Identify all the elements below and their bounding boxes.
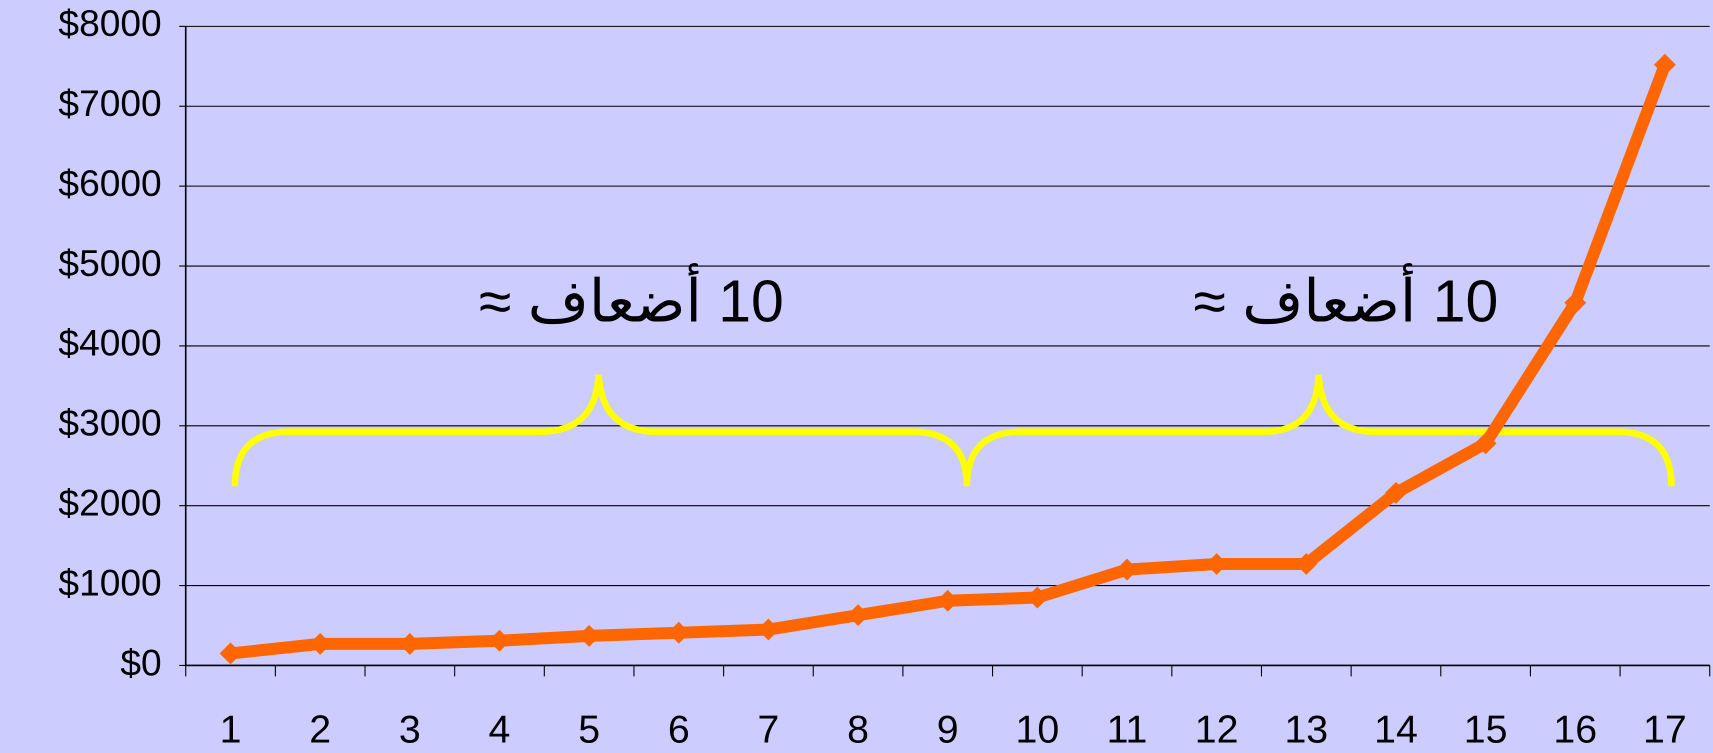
x-tick-label: 6 bbox=[668, 707, 690, 751]
x-tick-label: 14 bbox=[1374, 707, 1418, 751]
data-point bbox=[488, 629, 511, 652]
x-tick-label: 16 bbox=[1553, 707, 1597, 751]
x-tick-label: 1 bbox=[220, 707, 242, 751]
data-point bbox=[847, 604, 869, 627]
x-tick-label: 15 bbox=[1464, 707, 1508, 751]
data-point bbox=[398, 632, 421, 655]
y-tick-label: $0 bbox=[120, 641, 161, 683]
x-tick-label: 3 bbox=[399, 707, 421, 751]
x-tick-label: 13 bbox=[1284, 707, 1328, 751]
x-tick-label: 17 bbox=[1643, 707, 1687, 751]
data-point bbox=[1295, 553, 1318, 575]
x-tick-label: 11 bbox=[1107, 707, 1148, 751]
data-point bbox=[936, 589, 959, 612]
x-tick-label: 9 bbox=[937, 707, 959, 751]
y-tick-label: $7000 bbox=[58, 82, 161, 124]
y-tick-label: $4000 bbox=[58, 322, 161, 364]
data-point bbox=[309, 632, 332, 655]
y-tick-label: $5000 bbox=[58, 242, 161, 284]
brace bbox=[231, 374, 1675, 487]
x-tick-label: 10 bbox=[1016, 707, 1060, 751]
data-point bbox=[1474, 432, 1497, 455]
y-tick-label: $6000 bbox=[58, 162, 161, 204]
x-tick-label: 5 bbox=[578, 707, 600, 751]
data-point bbox=[578, 624, 601, 647]
data-point bbox=[1205, 553, 1228, 575]
data-point bbox=[1653, 53, 1676, 76]
x-tick-label: 4 bbox=[489, 707, 511, 751]
data-point bbox=[1026, 586, 1049, 609]
data-line bbox=[229, 62, 1671, 660]
data-point bbox=[667, 621, 690, 644]
annotation: 10 أضعاف ≈ bbox=[479, 263, 784, 335]
data-point bbox=[1385, 481, 1407, 504]
annotation: 10 أضعاف ≈ bbox=[1194, 263, 1499, 335]
x-tick-label: 8 bbox=[847, 707, 869, 751]
y-tick-label: $1000 bbox=[58, 561, 161, 603]
y-tick-label: $8000 bbox=[58, 2, 161, 44]
x-tick-label: 12 bbox=[1195, 707, 1239, 751]
data-point bbox=[1564, 291, 1587, 314]
x-tick-label: 2 bbox=[309, 707, 331, 751]
y-tick-label: $2000 bbox=[58, 481, 161, 523]
data-point bbox=[219, 642, 242, 665]
y-tick-label: $3000 bbox=[58, 402, 161, 444]
x-tick-label: 7 bbox=[757, 707, 779, 751]
data-point bbox=[757, 618, 780, 641]
